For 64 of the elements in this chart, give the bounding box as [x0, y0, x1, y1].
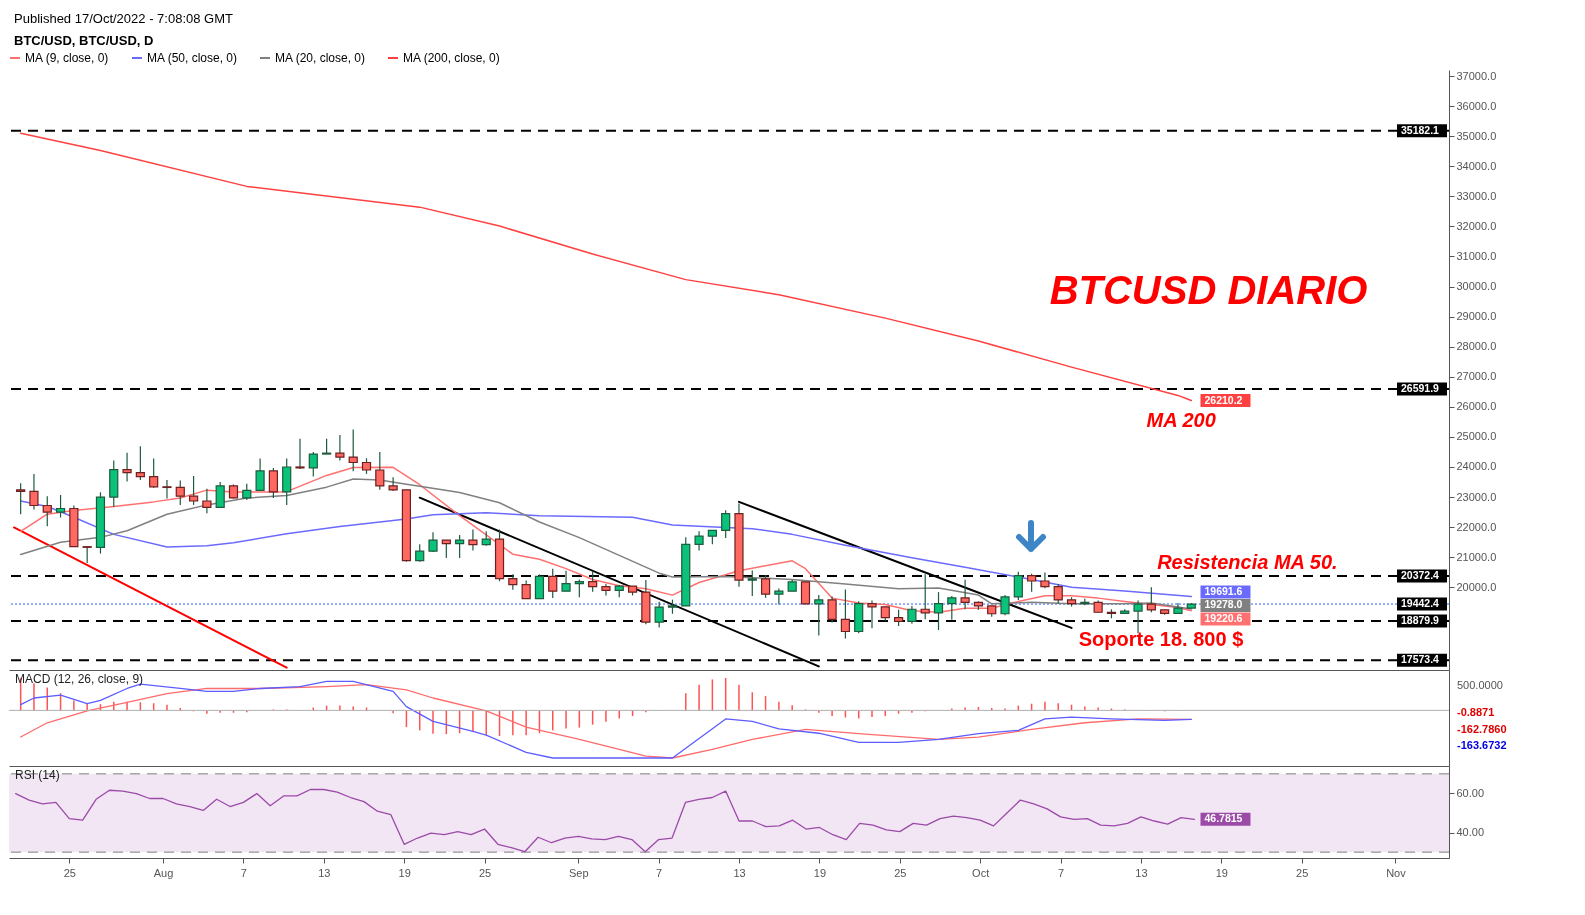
chart-title: RSI (14)	[15, 768, 60, 782]
x-tick-label: 19	[813, 866, 827, 879]
y-tick-label: 40.00	[1456, 826, 1485, 839]
ref-line-label: 19442.4	[1401, 597, 1440, 610]
annotation: MA 200	[1146, 409, 1216, 431]
text: -163.6732	[1457, 738, 1507, 751]
y-tick-label: 30000.0	[1456, 280, 1497, 293]
y-tick-label: 20000.0	[1456, 580, 1497, 593]
y-tick-label: 60.00	[1456, 786, 1485, 799]
y-tick-label: 21000.0	[1456, 550, 1497, 563]
ref-line-label: 26591.9	[1401, 382, 1440, 395]
x-tick-label: 13	[1135, 866, 1148, 879]
x-tick-label: 13	[733, 866, 746, 879]
y-tick-label: 24000.0	[1456, 460, 1497, 473]
data-label: 46.7815	[1204, 812, 1243, 825]
y-tick-label: 29000.0	[1456, 310, 1497, 323]
text: -162.7860	[1457, 722, 1507, 735]
x-tick-label: Aug	[153, 866, 174, 879]
x-tick-label: 25	[894, 866, 907, 879]
text: 500.0000	[1457, 679, 1503, 692]
annotation: Soporte 18. 800 $	[1078, 628, 1244, 650]
ref-line-label: 17573.4	[1401, 653, 1440, 666]
chart-title: BTC/USD, BTC/USD, D	[14, 32, 155, 50]
ref-line-label: 35182.1	[1401, 123, 1440, 136]
text: -0.8871	[1457, 706, 1495, 719]
x-tick-label: Oct	[972, 866, 990, 879]
chart-title: MACD (12, 26, close, 9)	[15, 672, 144, 686]
y-tick-label: 22000.0	[1456, 520, 1497, 533]
y-tick-label: 31000.0	[1456, 249, 1497, 262]
y-tick-label: 23000.0	[1456, 490, 1497, 503]
ref-line-label: 20372.4	[1401, 569, 1440, 582]
data-label: 19691.6	[1204, 584, 1243, 597]
y-tick-label: 35000.0	[1456, 129, 1497, 142]
x-tick-label: 25	[63, 866, 76, 879]
x-tick-label: 7	[1057, 866, 1065, 879]
x-tick-label: 19	[1215, 866, 1228, 879]
y-tick-label: 28000.0	[1456, 340, 1497, 353]
x-tick-label: 25	[478, 866, 492, 879]
x-tick-label: 19	[398, 866, 411, 879]
legend-label: MA (9, close, 0)	[25, 51, 109, 65]
x-tick-label: 7	[656, 866, 663, 879]
ref-line-label: 18879.9	[1401, 613, 1440, 626]
y-tick-label: 26000.0	[1456, 400, 1497, 413]
annotation: BTCUSD DIARIO	[1049, 268, 1368, 312]
x-tick-label: Nov	[1386, 866, 1407, 879]
x-tick-label: 7	[240, 866, 247, 879]
x-tick-label: Sep	[569, 866, 589, 879]
y-tick-label: 34000.0	[1456, 159, 1497, 172]
y-tick-label: 37000.0	[1456, 69, 1497, 82]
x-tick-label: 25	[1296, 866, 1309, 879]
data-label: 26210.2	[1204, 393, 1243, 406]
legend-label: MA (200, close, 0)	[403, 51, 500, 65]
y-tick-label: 32000.0	[1456, 219, 1497, 232]
y-tick-label: 33000.0	[1456, 189, 1497, 202]
data-label: 19220.6	[1204, 611, 1243, 624]
legend-label: MA (50, close, 0)	[147, 51, 238, 65]
text: Published 17/Oct/2022 - 7:08:08 GMT	[14, 10, 234, 28]
data-label: 19278.0	[1204, 598, 1243, 611]
annotation: Resistencia MA 50.	[1157, 551, 1338, 574]
legend-label: MA (20, close, 0)	[275, 51, 366, 65]
x-tick-label: 13	[318, 866, 331, 879]
y-tick-label: 25000.0	[1456, 430, 1497, 443]
y-tick-label: 36000.0	[1456, 99, 1497, 112]
y-tick-label: 27000.0	[1456, 370, 1497, 383]
